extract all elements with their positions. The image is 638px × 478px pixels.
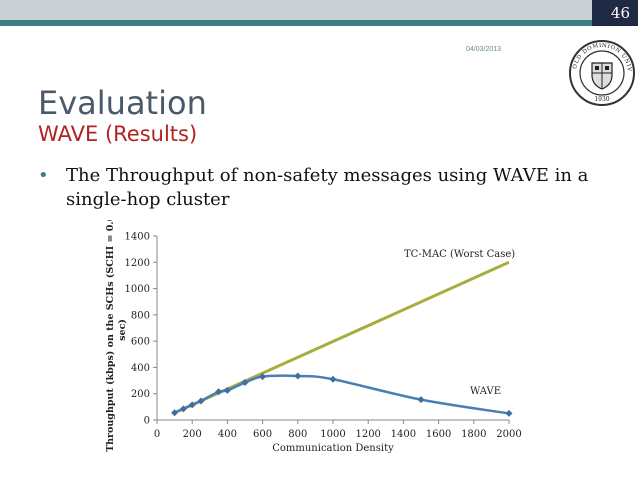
chart-axes: [156, 236, 509, 421]
wave-series-label: WAVE: [470, 386, 501, 397]
top-bar-teal-stripe: [0, 20, 592, 26]
y-tick-label: 0: [144, 416, 150, 427]
x-tick-label: 1000: [320, 429, 345, 440]
slide-subtitle: WAVE (Results): [38, 122, 198, 146]
chart-ticks: 0 200 400 600 800 1000 1200 1400 1600 1800 2000 0 20…: [125, 232, 522, 441]
x-tick-label: 400: [218, 429, 237, 440]
wave-data-point: [505, 409, 513, 417]
wave-data-point: [241, 379, 249, 387]
bullet-dot-icon: •: [38, 165, 49, 186]
y-axis-title: Throughput (kbps) on the SCHs (SCHI = 0.…: [105, 220, 128, 452]
y-tick-label: 600: [131, 337, 150, 348]
wave-data-point: [188, 401, 196, 409]
x-tick-label: 1200: [355, 429, 380, 440]
slide-title: Evaluation: [38, 84, 207, 122]
wave-data-point: [179, 405, 187, 413]
chart-labels: TC-MAC (Worst Case) WAVE Communication Den…: [105, 220, 515, 454]
x-tick-label: 0: [154, 429, 160, 440]
slide-number-box: 46: [592, 0, 638, 26]
x-tick-label: 1400: [391, 429, 416, 440]
x-tick-label: 600: [253, 429, 272, 440]
slide-date: 04/03/2013: [466, 46, 502, 53]
wave-data-point: [171, 409, 179, 417]
wave-data-point: [259, 373, 267, 381]
wave-data-point: [417, 396, 425, 404]
y-tick-label: 1200: [125, 258, 150, 269]
throughput-chart: 0 200 400 600 800 1000 1200 1400 1600 1800 2000 0 20…: [105, 220, 522, 454]
university-seal-logo: OLD DOMINION UNIVERSITY 1930: [568, 39, 635, 106]
x-tick-label: 800: [288, 429, 307, 440]
wave-data-point: [215, 388, 223, 396]
x-tick-label: 1800: [461, 429, 486, 440]
top-bar-grey: [0, 0, 592, 20]
x-tick-label: 200: [183, 429, 202, 440]
x-tick-label: 1600: [426, 429, 451, 440]
top-bar: 46: [0, 0, 638, 42]
slide-number: 46: [610, 4, 630, 22]
y-axis-title-line2: sec): [117, 319, 128, 341]
wave-series-line: [174, 374, 510, 415]
bullet-text: The Throughput of non-safety messages us…: [66, 165, 589, 210]
chart-series: [171, 260, 513, 417]
y-tick-label: 1000: [125, 284, 150, 295]
x-axis-title: Communication Density: [272, 443, 394, 454]
tcmac-series-label: TC-MAC (Worst Case): [404, 249, 515, 260]
wave-data-point: [223, 386, 231, 394]
y-tick-label: 1400: [125, 232, 150, 243]
seal-year: 1930: [594, 96, 609, 103]
wave-data-point: [329, 375, 337, 383]
y-tick-label: 200: [131, 389, 150, 400]
y-axis-title-line1: Throughput (kbps) on the SCHs (SCHI = 0.…: [105, 220, 116, 452]
y-tick-label: 800: [131, 310, 150, 321]
wave-data-point: [197, 397, 205, 405]
y-tick-label: 400: [131, 363, 150, 374]
tcmac-series-line: [173, 260, 510, 415]
wave-data-point: [294, 372, 302, 380]
x-tick-label: 2000: [496, 429, 521, 440]
